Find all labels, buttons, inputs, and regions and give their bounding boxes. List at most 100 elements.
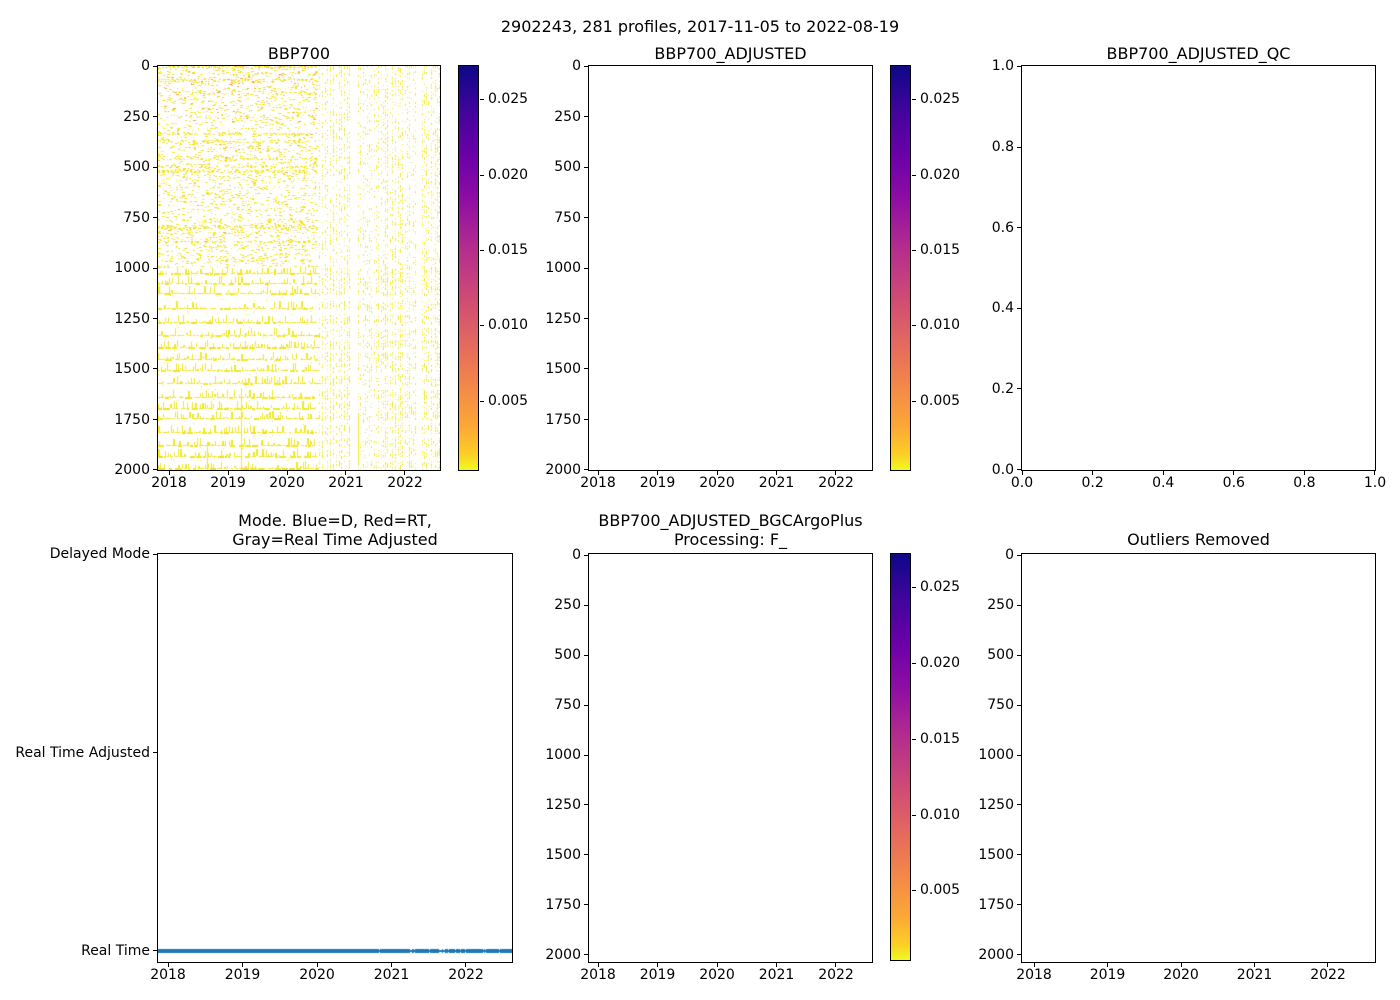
bgcargoplus-axes [588, 553, 873, 963]
bbp700-xtick-marks [169, 471, 405, 475]
colorbar-tick-label: 0.020 [488, 166, 529, 183]
tick-mark [835, 963, 836, 967]
bbp700-adjusted-xtick-marks [598, 471, 836, 475]
colorbar-tick-label: 0.025 [920, 579, 961, 596]
mode-xtick-labels: 2018 2019 2020 2021 2022 [150, 967, 484, 983]
bbp700-adjusted-qc-ytick-labels: 1.0 0.8 0.6 0.4 0.2 0.0 [991, 58, 1014, 478]
colorbar-tick-mark [480, 325, 484, 327]
colorbar-tick-label: 0.010 [488, 317, 529, 334]
tick-mark [1017, 468, 1021, 470]
tick-mark [584, 317, 588, 319]
bgcargoplus-ytick-labels: 0 250 500 750 1000 1250 1500 1750 2000 [545, 547, 581, 963]
mode-xtick-marks [168, 963, 466, 967]
tick-mark [775, 471, 777, 475]
tick-mark [153, 317, 157, 319]
tick-mark [1022, 471, 1023, 475]
tick-mark [153, 469, 157, 470]
tick-mark [1092, 471, 1094, 475]
tick-mark [1253, 963, 1255, 967]
tick-mark [1017, 654, 1021, 656]
bbp700-adjusted-qc-xtick-marks [1022, 471, 1375, 475]
tick-mark [598, 471, 599, 475]
outliers-title: Outliers Removed [1127, 530, 1270, 549]
tick-mark [716, 963, 718, 967]
tick-mark [153, 554, 157, 555]
tick-mark [584, 754, 588, 756]
tick-mark [1017, 66, 1021, 67]
outliers-axes [1021, 553, 1376, 963]
colorbar-tick-label: 0.010 [920, 806, 961, 823]
bgcargoplus-colorbar [890, 553, 911, 961]
tick-mark [584, 555, 588, 556]
tick-mark [153, 166, 157, 168]
bbp700-scatter-canvas [158, 66, 440, 470]
tick-mark [584, 116, 588, 118]
tick-mark [598, 963, 599, 967]
bbp700-xtick-labels: 2018 2019 2020 2021 2022 [151, 475, 423, 491]
colorbar-tick-label: 0.015 [488, 241, 529, 258]
tick-mark [1017, 604, 1021, 606]
tick-mark [153, 752, 157, 753]
tick-mark [1327, 963, 1328, 967]
bbp700-adjusted-colorbar [890, 65, 911, 471]
tick-mark [242, 963, 244, 967]
bbp700-adjusted-axes [588, 65, 873, 471]
tick-mark [153, 116, 157, 118]
tick-mark [227, 471, 229, 475]
tick-mark [1162, 471, 1164, 475]
tick-mark [584, 469, 588, 470]
bgcargoplus-ytick-marks [584, 555, 588, 955]
tick-mark [1180, 963, 1182, 967]
tick-mark [584, 654, 588, 656]
colorbar-tick-mark [912, 400, 916, 402]
colorbar-tick-label: 0.020 [920, 655, 961, 672]
tick-mark [153, 418, 157, 420]
colorbar-tick-mark [912, 325, 916, 327]
tick-mark [716, 471, 718, 475]
tick-mark [1373, 471, 1375, 475]
colorbar-tick-label: 0.005 [920, 392, 961, 409]
tick-mark [584, 66, 588, 67]
colorbar-tick-label: 0.025 [920, 91, 961, 108]
tick-mark [1034, 963, 1035, 967]
outliers-ytick-labels: 0 250 500 750 1000 1250 1500 1750 2000 [978, 547, 1014, 963]
tick-mark [584, 904, 588, 906]
colorbar-tick-label: 0.005 [488, 392, 529, 409]
colorbar-tick-mark [912, 99, 916, 101]
tick-mark [1017, 754, 1021, 756]
tick-mark [584, 267, 588, 269]
colorbar-tick-mark [912, 249, 916, 251]
bbp700-adjusted-qc-xtick-labels: 0.0 0.2 0.4 0.6 0.8 1.0 [1010, 475, 1387, 491]
colorbar-tick-mark [480, 174, 484, 176]
tick-mark [153, 267, 157, 269]
tick-mark [153, 950, 157, 951]
bbp700-title: BBP700 [267, 44, 331, 63]
tick-mark [1017, 307, 1021, 309]
colorbar-tick-label: 0.010 [920, 317, 961, 334]
tick-mark [168, 963, 169, 967]
colorbar-tick-label: 0.025 [488, 91, 529, 108]
tick-mark [1107, 963, 1109, 967]
tick-mark [404, 471, 405, 475]
tick-mark [1017, 704, 1021, 706]
colorbar-tick-mark [480, 249, 484, 251]
colorbar-tick-mark [912, 174, 916, 176]
outliers-ytick-marks [1017, 555, 1021, 955]
tick-mark [316, 963, 318, 967]
tick-mark [1303, 471, 1305, 475]
colorbar-tick-mark [480, 400, 484, 402]
tick-mark [1017, 555, 1021, 556]
bbp700-colorbar [458, 65, 479, 471]
tick-mark [1017, 854, 1021, 856]
bbp700-ytick-labels: 0 250 500 750 1000 1250 1500 1750 2000 [114, 58, 150, 478]
bgcargoplus-xtick-labels: 2018 2019 2020 2021 2022 [580, 967, 854, 983]
colorbar-tick-label: 0.015 [920, 730, 961, 747]
outliers-xtick-labels: 2018 2019 2020 2021 2022 [1016, 967, 1346, 983]
colorbar-tick-label: 0.005 [920, 882, 961, 899]
tick-mark [345, 471, 347, 475]
outliers-xtick-marks [1034, 963, 1328, 967]
mode-axes [157, 553, 513, 963]
tick-mark [153, 66, 157, 67]
tick-mark [584, 217, 588, 219]
